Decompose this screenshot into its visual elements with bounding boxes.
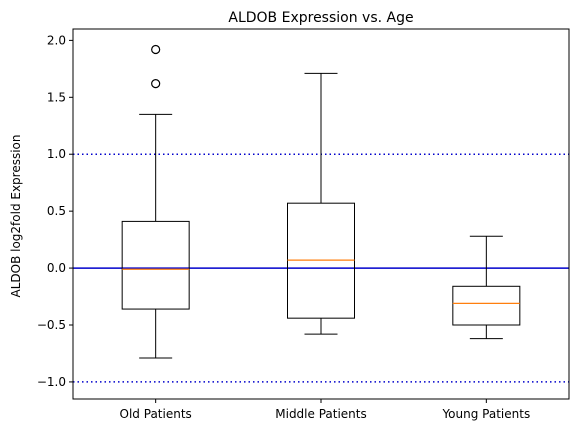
x-tick-label: Middle Patients xyxy=(275,407,367,421)
y-axis-label: ALDOB log2fold Expression xyxy=(9,134,23,297)
y-tick-label: 0.5 xyxy=(47,204,66,218)
x-tick-label: Old Patients xyxy=(120,407,192,421)
y-tick-label: 0.0 xyxy=(47,261,66,275)
outlier-point xyxy=(151,79,161,89)
x-tick-label: Young Patients xyxy=(441,407,530,421)
iqr-box xyxy=(121,220,190,310)
y-tick-label: −1.0 xyxy=(37,375,66,389)
y-tick-label: 1.5 xyxy=(47,90,66,104)
y-tick-label: 2.0 xyxy=(47,33,66,47)
chart-title: ALDOB Expression vs. Age xyxy=(228,10,413,26)
y-tick-label: −0.5 xyxy=(37,318,66,332)
plot-frame xyxy=(72,28,570,400)
iqr-box xyxy=(452,285,521,326)
outlier-point xyxy=(151,44,161,55)
plot-area: −1.0 −0.5 0.0 0.5 1.0 1.5 2.0 Old Patients Middl… xyxy=(37,33,569,421)
y-tick-label: 1.0 xyxy=(47,147,66,161)
